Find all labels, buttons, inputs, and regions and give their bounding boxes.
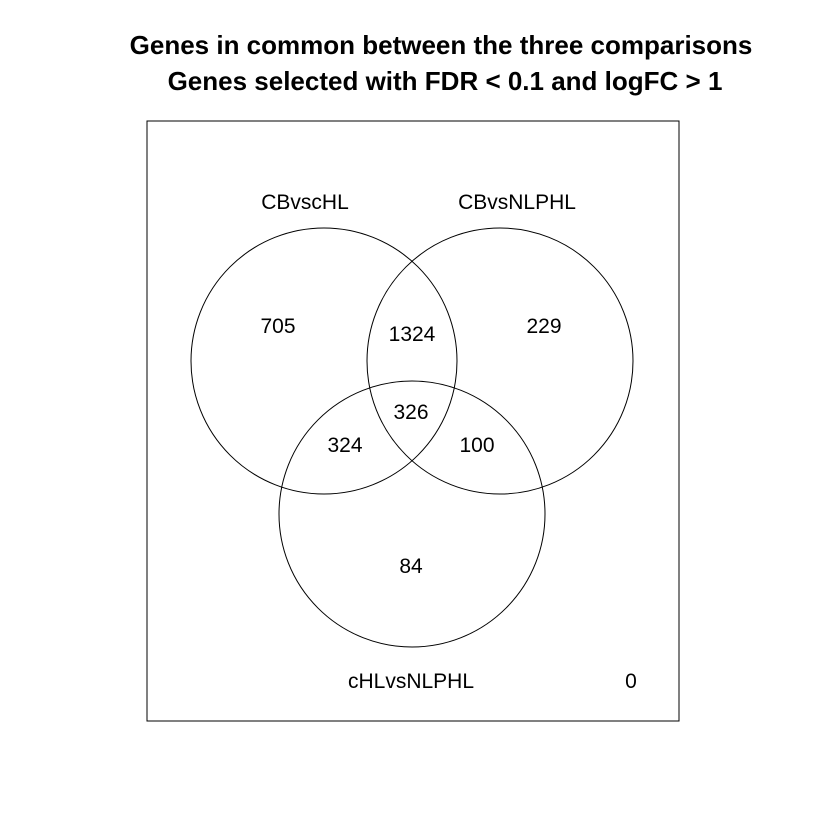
- count-cbvschl-chlvsnlphl: 324: [327, 434, 362, 457]
- count-none: 0: [625, 670, 637, 693]
- count-cbvsnlphl-only: 229: [526, 315, 561, 338]
- circle-cbvschl: [190, 227, 458, 495]
- plot-frame: [146, 120, 680, 722]
- count-cbvschl-only: 705: [260, 315, 295, 338]
- count-all-three: 326: [393, 401, 428, 424]
- circle-cbvsnlphl: [366, 227, 634, 495]
- set-label-cbvsnlphl: CBvsNLPHL: [458, 191, 576, 214]
- circle-chlvsnlphl: [278, 380, 546, 648]
- count-cbvschl-cbvsnlphl: 1324: [389, 323, 436, 346]
- count-cbvsnlphl-chlvsnlphl: 100: [459, 434, 494, 457]
- title-line-2: Genes selected with FDR < 0.1 and logFC …: [168, 66, 723, 96]
- count-chlvsnlphl-only: 84: [399, 555, 423, 578]
- title-line-1: Genes in common between the three compar…: [130, 30, 753, 60]
- set-label-cbvschl: CBvscHL: [261, 191, 349, 214]
- set-label-chlvsnlphl: cHLvsNLPHL: [348, 670, 474, 693]
